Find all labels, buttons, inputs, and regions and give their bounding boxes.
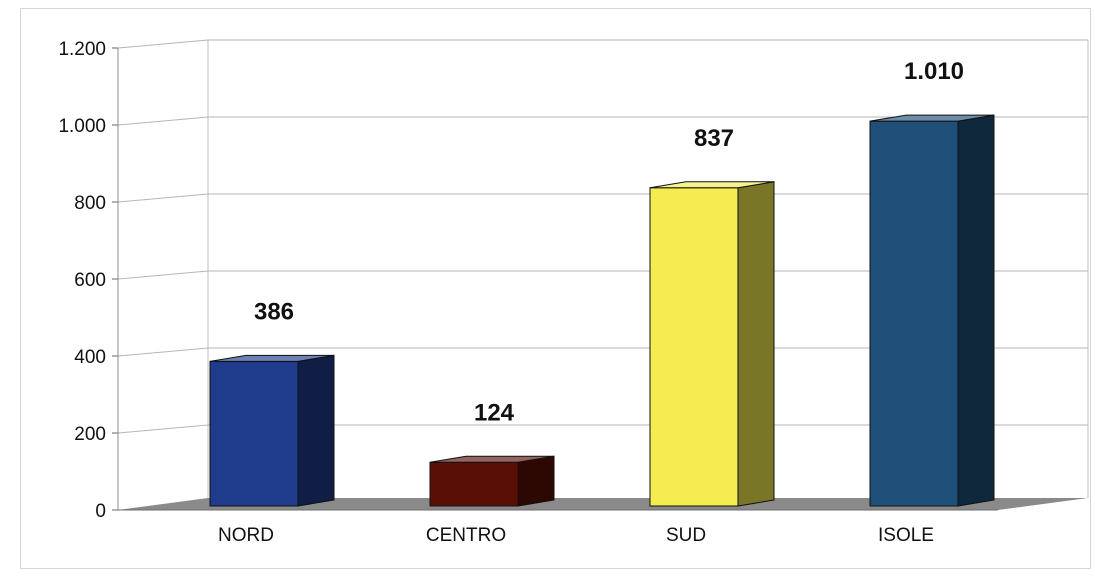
bar-top bbox=[649, 181, 775, 189]
y-tick-label: 0 bbox=[95, 501, 106, 522]
bar bbox=[869, 120, 959, 507]
bar-top bbox=[869, 114, 995, 122]
gridline-side bbox=[117, 347, 209, 357]
bars bbox=[209, 114, 995, 507]
bar bbox=[429, 461, 519, 507]
x-tick-label: NORD bbox=[218, 525, 274, 546]
x-tick-label: SUD bbox=[666, 525, 706, 546]
gridline-side bbox=[117, 193, 209, 203]
x-tick-label: CENTRO bbox=[426, 525, 506, 546]
bar bbox=[649, 187, 739, 507]
y-tick-label: 200 bbox=[74, 424, 106, 445]
gridline-side bbox=[117, 424, 209, 434]
bar-side bbox=[737, 181, 775, 507]
y-tick-label: 800 bbox=[74, 193, 106, 214]
bar bbox=[209, 360, 299, 507]
y-tick-label: 1.000 bbox=[58, 116, 106, 137]
labels: 386 NORD 124 CENTRO 837 SUD 1.010 ISOLE bbox=[218, 58, 964, 546]
bar-side bbox=[957, 114, 995, 507]
bar-top bbox=[209, 354, 335, 362]
x-tick-label: ISOLE bbox=[878, 525, 934, 546]
bar-side bbox=[297, 354, 335, 507]
bar-side bbox=[517, 455, 555, 507]
gridline-side bbox=[117, 116, 209, 126]
chart-frame bbox=[20, 8, 1091, 569]
data-label: 386 bbox=[254, 298, 294, 325]
axes: 0 200 400 600 800 1.000 1.200 bbox=[58, 39, 119, 522]
data-label: 1.010 bbox=[904, 58, 964, 85]
data-label: 124 bbox=[474, 399, 515, 426]
y-tick-label: 400 bbox=[74, 347, 106, 368]
gridline-side bbox=[117, 270, 209, 280]
y-tick-label: 600 bbox=[74, 270, 106, 291]
y-tick-label: 1.200 bbox=[58, 39, 106, 60]
bar-top bbox=[429, 455, 555, 463]
gridline-side bbox=[117, 39, 209, 49]
data-label: 837 bbox=[694, 125, 734, 152]
chart-floor bbox=[118, 498, 1088, 510]
